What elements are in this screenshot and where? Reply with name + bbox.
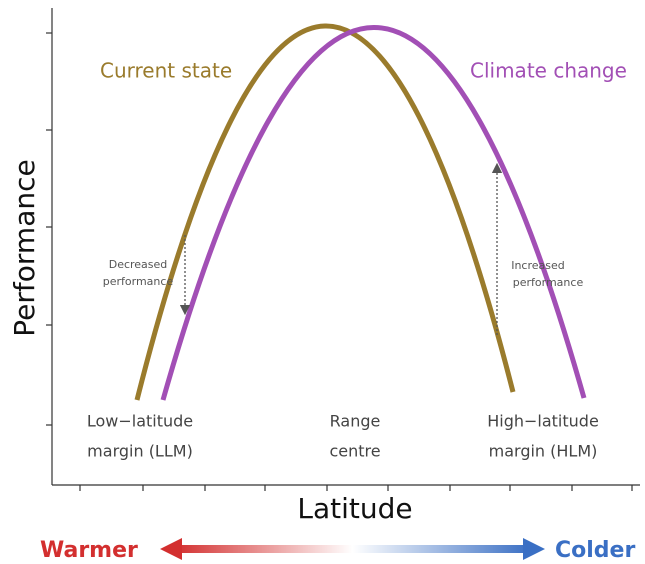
position-label: margin (HLM) — [489, 442, 598, 461]
x-axis-label: Latitude — [297, 492, 412, 525]
annotation: Increased — [511, 259, 565, 272]
curve-label: Current state — [100, 59, 232, 83]
position-label: Low−latitude — [87, 412, 193, 431]
position-label: High−latitude — [487, 412, 599, 431]
position-label: Range — [330, 412, 381, 431]
y-axis-label: Performance — [8, 159, 41, 336]
annotation: Decreased — [109, 258, 168, 271]
climate-curve — [160, 25, 587, 401]
annotation: performance — [103, 275, 174, 288]
current-curve — [134, 23, 516, 401]
annotation: performance — [513, 276, 584, 289]
colder-label: Colder — [555, 538, 635, 563]
position-label: centre — [329, 442, 380, 461]
position-label: margin (LLM) — [87, 442, 193, 461]
curve-label: Climate change — [470, 59, 627, 83]
warmer-label: Warmer — [40, 538, 138, 563]
gradient-arrow — [160, 538, 545, 560]
axes — [46, 8, 640, 491]
